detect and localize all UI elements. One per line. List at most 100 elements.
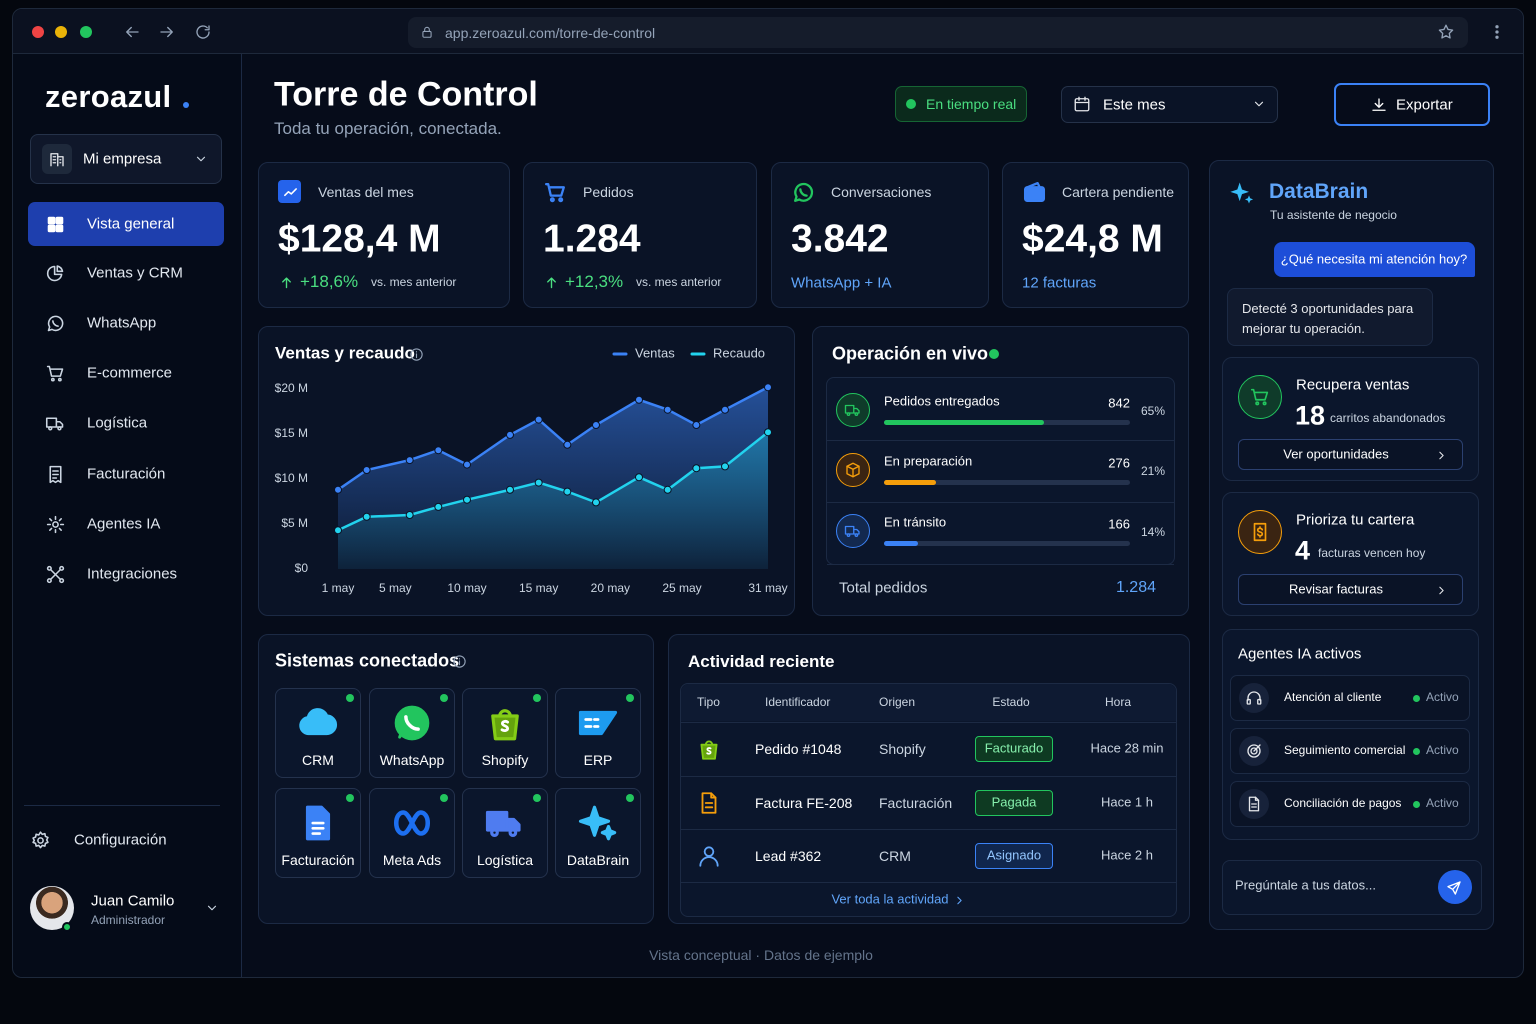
system-tile[interactable]: [462, 788, 548, 878]
system-label: Meta Ads: [382, 851, 442, 868]
table-header-bg: [681, 684, 1176, 721]
icon-part: [1246, 698, 1251, 705]
activity-link[interactable]: Ver toda la actividad: [831, 891, 949, 907]
activity-id: Lead #362: [755, 847, 822, 864]
nav-label[interactable]: Facturación: [87, 465, 166, 483]
icon: [283, 187, 297, 196]
back-button: [123, 23, 141, 41]
icon-part: [409, 347, 423, 361]
nav-icon: [45, 464, 66, 485]
icon-part: [46, 265, 62, 281]
icon: [700, 740, 718, 760]
export-button[interactable]: [1334, 83, 1490, 126]
icon-part: [1495, 25, 1499, 29]
settings-label[interactable]: Configuración: [74, 831, 167, 849]
operation-label: Pedidos entregados: [884, 393, 1000, 409]
nav-label[interactable]: Ventas y CRM: [87, 264, 183, 282]
url-bar[interactable]: [408, 17, 1468, 48]
icon-part: [1251, 796, 1260, 808]
nav-label[interactable]: Integraciones: [87, 565, 178, 583]
system-tile[interactable]: [555, 788, 641, 878]
operation-divider: [827, 502, 1174, 503]
icon: [452, 654, 466, 668]
icon: [394, 705, 430, 741]
icon-part: [798, 187, 808, 197]
icon-part: [47, 224, 55, 232]
icon-part: [196, 156, 206, 162]
icon: [422, 26, 432, 38]
progress-bar: [884, 420, 1044, 425]
column-header: Identificador: [765, 695, 831, 710]
live-dot: [906, 99, 916, 109]
insight-icon: [1249, 521, 1271, 543]
nav-icon: [45, 363, 66, 384]
agent-row: [1230, 675, 1470, 721]
system-tile[interactable]: [369, 688, 455, 778]
kpi-value: $24,8 M: [1022, 217, 1163, 261]
icon: [578, 805, 617, 841]
icon: [1438, 451, 1444, 459]
data-point: [534, 478, 543, 487]
icon: [47, 216, 63, 232]
data-point: [592, 421, 600, 429]
icon-part: [485, 810, 521, 832]
nav-icon: [45, 514, 66, 535]
system-logo: [484, 802, 526, 844]
icon-part: [1244, 195, 1254, 204]
status-label: Facturado: [984, 740, 1044, 756]
nav-label[interactable]: Agentes IA: [87, 515, 161, 533]
operation-percent: 21%: [1140, 464, 1166, 479]
kpi-note: 12 facturas: [1022, 274, 1097, 292]
nav-icon: [45, 413, 66, 434]
period-label: Este mes: [1103, 96, 1166, 114]
icon: [793, 182, 813, 202]
data-point: [434, 446, 443, 455]
icon-part: [508, 828, 518, 837]
icon: [1495, 25, 1499, 39]
icon-part: [498, 709, 512, 718]
period-selector[interactable]: [1061, 86, 1278, 123]
icon: [45, 416, 63, 430]
operation-percent: 65%: [1140, 404, 1166, 419]
icon: [1023, 181, 1045, 202]
company-name: Mi empresa: [83, 150, 162, 168]
url: app.zeroazul.com/torre-de-control: [445, 24, 656, 41]
icon-part: [31, 830, 49, 848]
operation-count: 842: [1108, 395, 1130, 411]
system-status: [626, 794, 634, 802]
insight-action[interactable]: [1238, 574, 1463, 605]
chart-info-icon: [409, 347, 424, 362]
menu-dots: [1488, 23, 1506, 41]
system-tile[interactable]: [369, 788, 455, 878]
icon-part: [1230, 182, 1249, 202]
icon: [299, 708, 338, 736]
icon-part: [846, 533, 851, 537]
page-title: Torre de Control: [274, 75, 538, 114]
column-header: Origen: [879, 695, 916, 710]
x-tick-label: 1 may: [322, 581, 355, 595]
icon-part: [1025, 181, 1041, 188]
nav-label[interactable]: Logística: [87, 414, 148, 432]
system-label: Logística: [476, 851, 534, 868]
nav-label[interactable]: Vista general: [87, 215, 175, 233]
icon-part: [854, 533, 859, 537]
agent-icon-bg: [1239, 683, 1269, 713]
nav-label[interactable]: E-commerce: [87, 364, 173, 382]
insight-action[interactable]: [1238, 439, 1463, 470]
data-point: [692, 421, 701, 429]
export-label: Exportar: [1396, 96, 1453, 114]
icon-part: [1495, 30, 1499, 34]
icon-part: [311, 821, 325, 835]
icon-part: [281, 276, 291, 288]
nav-label[interactable]: WhatsApp: [87, 314, 157, 332]
system-logo: [297, 702, 339, 744]
icon: [1074, 96, 1090, 112]
system-logo: [484, 702, 526, 744]
icon-part: [600, 824, 617, 841]
data-point: [405, 511, 414, 519]
data-point: [405, 456, 414, 465]
kpi-label: Pedidos: [583, 183, 634, 200]
icon-part: [706, 747, 712, 755]
y-tick-label: $20 M: [275, 381, 308, 395]
icon: [1250, 388, 1269, 406]
